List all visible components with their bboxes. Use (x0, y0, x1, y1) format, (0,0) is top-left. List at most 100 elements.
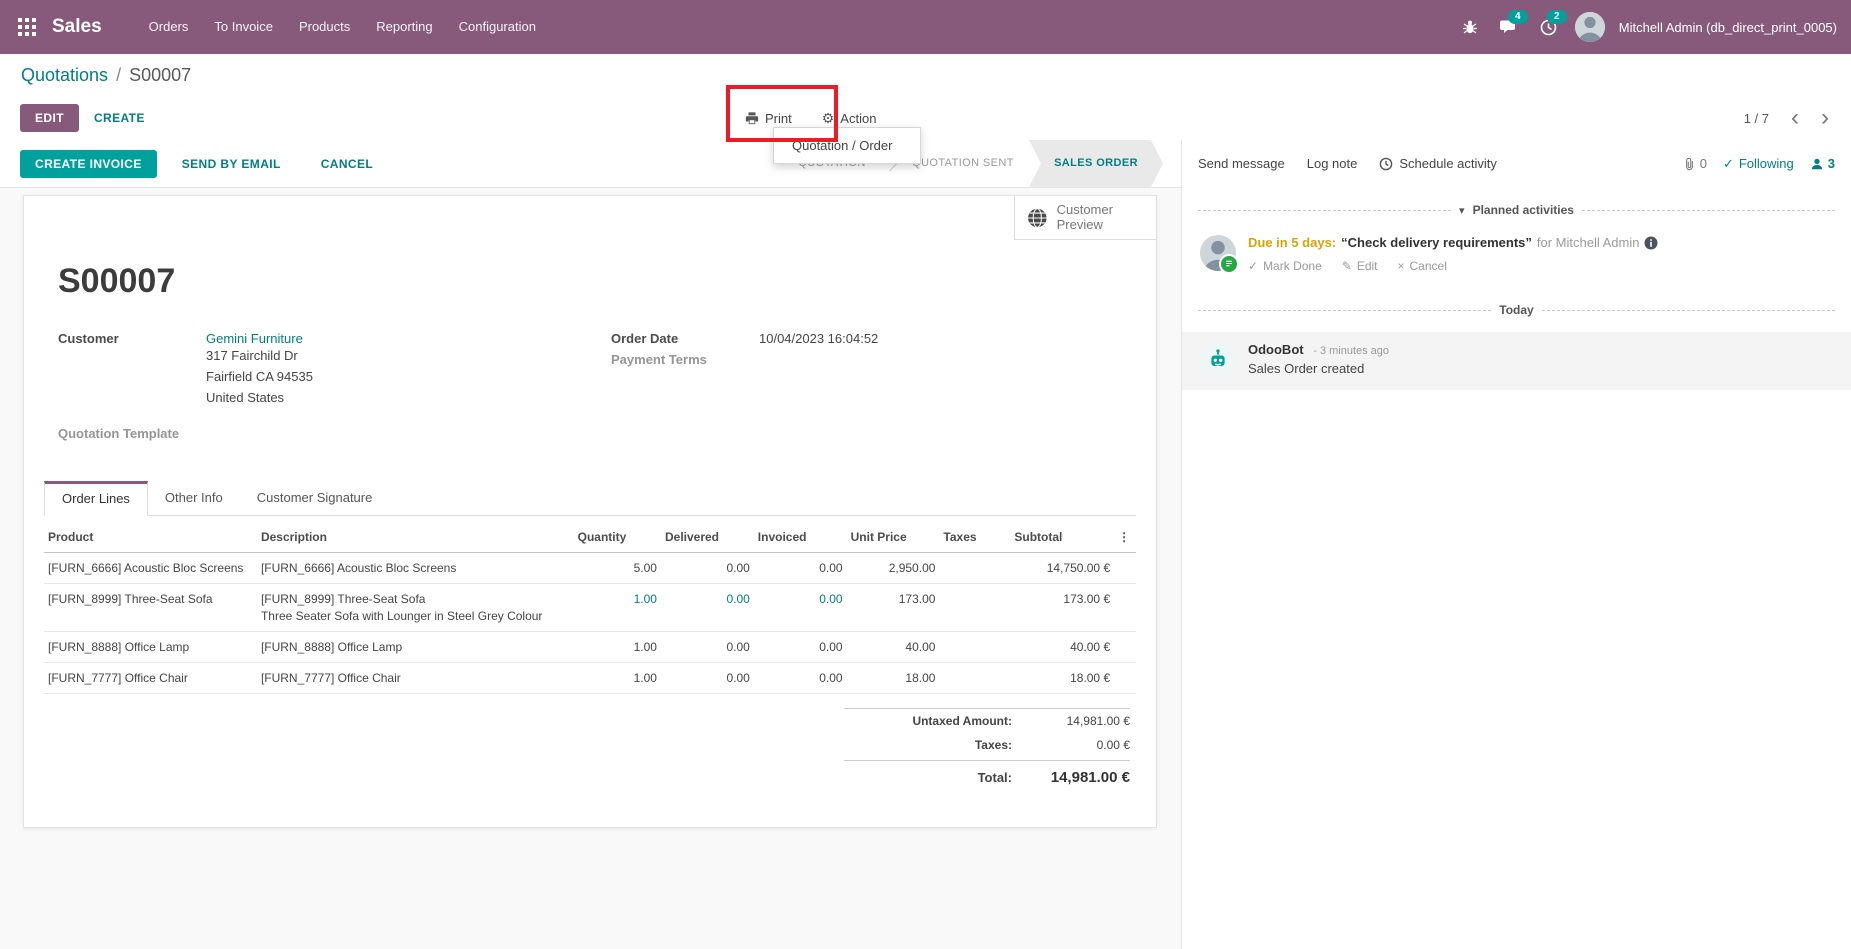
col-quantity[interactable]: Quantity (573, 522, 661, 554)
bug-icon (1462, 20, 1477, 34)
create-button[interactable]: CREATE (79, 104, 160, 132)
taxes-value: 0.00 € (1096, 738, 1130, 753)
log-note-button[interactable]: Log note (1306, 156, 1358, 171)
message-body: Sales Order created (1248, 361, 1365, 376)
edit-activity-label: Edit (1356, 259, 1378, 273)
following-label: Following (1738, 156, 1794, 171)
send-by-email-button[interactable]: SEND BY EMAIL (167, 150, 296, 178)
order-date-value: 10/04/2023 16:04:52 (759, 331, 879, 346)
optional-columns-icon[interactable]: ⋮ (1118, 530, 1131, 545)
customer-link[interactable]: Gemini Furniture (206, 331, 303, 346)
quotation-template-label: Quotation Template (58, 426, 180, 442)
order-line-row[interactable]: [FURN_7777] Office Chair [FURN_7777] Off… (44, 663, 1136, 694)
cell-invoiced: 0.00 (819, 592, 843, 607)
schedule-activity-button[interactable]: Schedule activity (1379, 156, 1497, 171)
send-message-button[interactable]: Send message (1198, 156, 1285, 171)
cancel-order-button[interactable]: CANCEL (306, 150, 388, 178)
create-invoice-button[interactable]: CREATE INVOICE (20, 149, 157, 178)
tab-order-lines[interactable]: Order Lines (44, 481, 148, 517)
tab-other-info[interactable]: Other Info (164, 490, 223, 506)
user-avatar[interactable] (1574, 12, 1605, 42)
cancel-activity-button[interactable]: × Cancel (1398, 259, 1447, 273)
pager-previous-icon[interactable]: ‹ (1791, 104, 1799, 131)
cell-taxes (939, 663, 1010, 694)
edit-activity-button[interactable]: ✎ Edit (1342, 259, 1378, 273)
chatter-topbar: Send message Log note Schedule activity … (1182, 140, 1851, 187)
cell-delivered: 0.00 (726, 640, 750, 655)
menu-orders[interactable]: Orders (148, 19, 189, 34)
followers-button[interactable]: 3 (1810, 156, 1835, 171)
customer-preview-button[interactable]: Customer Preview (1014, 196, 1156, 240)
menu-to-invoice[interactable]: To Invoice (214, 19, 273, 34)
col-product[interactable]: Product (44, 522, 257, 554)
cell-description: [FURN_8999] Three-Seat Sofa Three Seater… (257, 584, 574, 632)
today-divider: Today (1198, 303, 1836, 317)
print-button[interactable]: Print (745, 111, 792, 126)
mark-done-button[interactable]: ✓ Mark Done (1248, 259, 1322, 273)
field-group: Customer Gemini Furniture 317 Fairchild … (58, 331, 1136, 447)
col-subtotal[interactable]: Subtotal (1010, 522, 1115, 554)
odoobot-avatar[interactable] (1200, 342, 1236, 378)
edit-button[interactable]: EDIT (20, 104, 79, 132)
print-dropdown-menu: Quotation / Order (773, 127, 921, 164)
app-name[interactable]: Sales (52, 16, 102, 37)
following-button[interactable]: ✓ Following (1723, 156, 1794, 172)
order-title: S00007 (58, 262, 176, 300)
col-invoiced[interactable]: Invoiced (753, 522, 847, 554)
cell-invoiced: 0.00 (819, 640, 843, 655)
menu-products[interactable]: Products (298, 19, 351, 34)
page-body: CREATE INVOICE SEND BY EMAIL CANCEL QUOT… (0, 140, 1851, 949)
breadcrumb-current: S00007 (129, 64, 192, 85)
pager-count: 1 / 7 (1743, 110, 1769, 126)
status-step-sales-order[interactable]: SALES ORDER (1029, 140, 1163, 187)
followers-count: 3 (1827, 156, 1835, 171)
order-line-row[interactable]: [FURN_6666] Acoustic Bloc Screens [FURN_… (44, 553, 1136, 584)
control-panel-actions: Print ⚙ Action (745, 96, 876, 140)
chatter-panel: Send message Log note Schedule activity … (1181, 140, 1851, 949)
menu-reporting[interactable]: Reporting (376, 19, 433, 34)
order-line-row[interactable]: [FURN_8999] Three-Seat Sofa [FURN_8999] … (44, 584, 1136, 632)
activity-due-label: Due in 5 days: (1248, 235, 1337, 250)
customer-address-line: United States (206, 389, 285, 405)
col-description[interactable]: Description (256, 522, 574, 554)
messages-menu-icon[interactable]: 4 (1496, 10, 1528, 39)
cell-delivered: 0.00 (726, 671, 750, 686)
tab-customer-signature[interactable]: Customer Signature (256, 490, 373, 506)
breadcrumb: Quotations / S00007 (0, 54, 1851, 96)
customer-address-line: Fairfield CA 94535 (206, 368, 313, 384)
cell-subtotal: 173.00 € (1063, 592, 1111, 607)
col-unit-price[interactable]: Unit Price (846, 522, 940, 554)
status-step-quotation-sent[interactable]: QUOTATION SENT (912, 157, 1014, 169)
user-name[interactable]: Mitchell Admin (db_direct_print_0005) (1618, 19, 1837, 35)
form-view-area: Customer Preview S00007 Customer Gemini … (0, 188, 1181, 949)
activity-user-avatar[interactable] (1200, 235, 1239, 274)
main-menu: Orders To Invoice Products Reporting Con… (136, 0, 549, 54)
order-lines-table: Product Description Quantity Delivered I… (44, 522, 1136, 694)
action-button[interactable]: ⚙ Action (822, 110, 877, 127)
untaxed-amount-label: Untaxed Amount: (912, 714, 1012, 729)
debug-bug-icon[interactable] (1458, 15, 1482, 39)
printer-icon (745, 112, 759, 125)
messages-badge: 4 (1507, 10, 1528, 24)
order-line-row[interactable]: [FURN_8888] Office Lamp [FURN_8888] Offi… (44, 632, 1136, 663)
check-icon: ✓ (1722, 155, 1734, 171)
planned-activities-label[interactable]: Planned activities (1472, 203, 1574, 217)
cancel-activity-label: Cancel (1409, 259, 1447, 273)
person-avatar-icon (1574, 12, 1605, 42)
total-value: 14,981.00 € (1050, 769, 1130, 787)
message-author[interactable]: OdooBot (1248, 342, 1304, 357)
info-icon[interactable] (1644, 236, 1658, 250)
attachments-button[interactable]: 0 (1683, 156, 1707, 171)
col-delivered[interactable]: Delivered (660, 522, 754, 554)
menu-configuration[interactable]: Configuration (458, 19, 536, 34)
notebook-tabs: Order Lines Other Info Customer Signatur… (44, 481, 1136, 517)
cell-unit-price: 40.00 (905, 640, 936, 655)
col-taxes[interactable]: Taxes (939, 522, 1011, 554)
customer-address-line: 317 Fairchild Dr (206, 348, 298, 363)
activities-menu-icon[interactable]: 2 (1536, 9, 1567, 40)
breadcrumb-quotations[interactable]: Quotations (21, 64, 109, 85)
pager-next-icon[interactable]: › (1821, 104, 1829, 131)
apps-menu-icon[interactable] (18, 18, 36, 36)
dropdown-item-quotation-order[interactable]: Quotation / Order (792, 138, 893, 153)
statusbar-row: CREATE INVOICE SEND BY EMAIL CANCEL QUOT… (0, 140, 1181, 188)
